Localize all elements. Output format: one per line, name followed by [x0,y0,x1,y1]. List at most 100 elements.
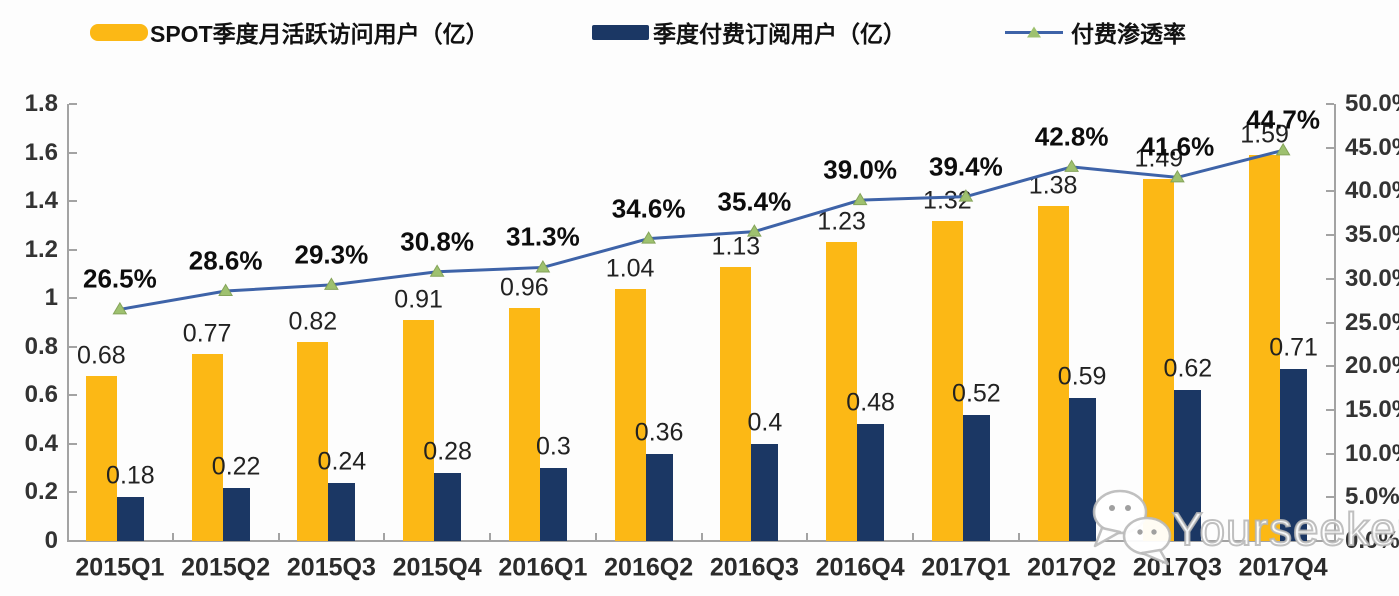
x-axis-category-label: 2017Q2 [1027,553,1117,582]
subscriber-bar [222,487,250,541]
legend-item-mau: SPOT季度月活跃访问用户（亿） [90,18,489,47]
y-axis-left-tick [69,151,77,154]
y-axis-left-tick [69,248,77,251]
x-axis-category-label: 2015Q1 [75,553,165,582]
y-axis-right-tick-label: 20.0% [1345,352,1399,380]
subscriber-bar [328,482,356,541]
legend-item-penetration: 付费渗透率 [1005,18,1186,47]
subscriber-value-label: 0.52 [952,379,1001,408]
subscriber-bar [962,414,990,541]
triangle-marker-icon [429,264,445,277]
y-axis-left-tick-label: 0 [44,527,58,554]
y-axis-right-tick [1326,452,1334,455]
y-axis-left-tick [69,200,77,203]
subscriber-value-label: 0.24 [317,447,367,476]
mau-bar [720,266,752,541]
subscriber-value-label: 0.71 [1269,333,1318,362]
y-axis-left-tick-label: 0.4 [24,429,58,457]
mau-value-label: 0.91 [394,285,443,314]
y-axis-right [1334,104,1336,541]
triangle-marker-icon [1275,142,1291,156]
y-axis-right-tick [1326,146,1334,149]
mau-value-label: 1.49 [1134,144,1184,173]
mau-bar [1037,205,1069,541]
triangle-marker-icon [746,224,762,237]
subscriber-bar [434,473,462,541]
subscriber-bar [751,443,779,541]
mau-bar [1143,179,1175,541]
penetration-line [119,148,1284,311]
y-axis-right-tick [1326,365,1334,368]
penetration-line-swatch [1005,26,1063,38]
y-axis-right-tick [1326,540,1334,542]
y-axis-right-tick-label: 35.0% [1345,221,1399,249]
triangle-marker-icon [218,283,234,297]
x-axis [67,540,1336,542]
x-axis-category-label: 2016Q3 [709,553,799,582]
legend-item-subscribers: 季度付费订阅用户（亿） [592,18,906,47]
x-axis-category-label: 2016Q2 [604,553,694,582]
y-axis-left-tick-label: 0.2 [24,478,58,506]
subscriber-value-label: 0.4 [747,408,783,437]
y-axis-left-tick [69,103,77,105]
y-axis-left-tick-label: 0.6 [24,381,58,409]
penetration-value-label: 28.6% [188,245,263,276]
mau-value-label: 0.96 [500,273,549,302]
y-axis-right-tick-label: 50.0% [1345,90,1399,117]
mau-bar [1249,154,1281,541]
triangle-marker-icon [112,301,128,315]
y-axis-right-tick-label: 10.0% [1345,439,1399,467]
y-axis-right-tick-label: 40.0% [1345,177,1399,205]
x-axis-tick [594,533,597,541]
subscriber-bar [1280,368,1308,541]
penetration-value-label: 41.6% [1140,131,1215,162]
y-axis-left [67,104,69,541]
subscriber-value-label: 0.3 [535,432,571,461]
x-axis-category-label: 2016Q4 [815,553,905,582]
y-axis-right-tick [1326,190,1334,193]
y-axis-left-tick-label: 1 [44,284,58,312]
y-axis-left-tick [69,345,77,348]
subscriber-value-label: 0.59 [1057,362,1107,391]
penetration-value-label: 29.3% [294,239,369,270]
x-axis-tick [489,533,491,541]
y-axis-right-tick [1326,103,1334,105]
subscriber-bar [539,468,567,541]
penetration-value-label: 39.4% [929,151,1003,182]
y-axis-right-tick [1326,408,1334,411]
penetration-value-label: 44.7% [1246,104,1320,135]
subscriber-bar [645,453,673,541]
triangle-marker-icon [535,259,551,273]
subscriber-bar [116,497,144,541]
legend-label-mau: SPOT季度月活跃访问用户（亿） [150,21,489,47]
x-axis-tick [171,533,174,541]
x-axis-category-label: 2015Q2 [181,553,271,582]
mau-bar [191,354,223,541]
mau-value-label: 1.04 [605,254,655,282]
x-axis-tick [912,533,914,541]
mau-value-label: 1.23 [817,207,866,236]
x-axis-tick [1017,533,1020,541]
mau-bar [826,242,858,541]
y-axis-right-tick-label: 45.0% [1345,133,1399,161]
y-axis-right-tick-label: 30.0% [1345,264,1399,292]
x-axis-category-label: 2017Q1 [921,553,1011,582]
triangle-marker-icon [1064,159,1080,172]
y-axis-left-tick [69,442,77,445]
triangle-marker-icon [641,231,657,244]
subscriber-value-label: 0.18 [106,461,155,490]
mau-bar [297,341,329,541]
penetration-value-label: 26.5% [83,263,157,294]
triangle-marker-icon [852,192,868,206]
x-axis-category-label: 2015Q4 [392,553,482,582]
y-axis-left-tick [69,491,77,494]
triangle-marker-icon [1027,26,1041,38]
mau-bar [508,307,540,541]
subscriber-value-label: 0.28 [423,437,472,466]
y-axis-right-tick [1326,234,1334,237]
x-axis-category-label: 2015Q3 [286,553,376,582]
subscriber-bar [1068,397,1096,541]
mau-value-label: 0.82 [288,307,338,336]
